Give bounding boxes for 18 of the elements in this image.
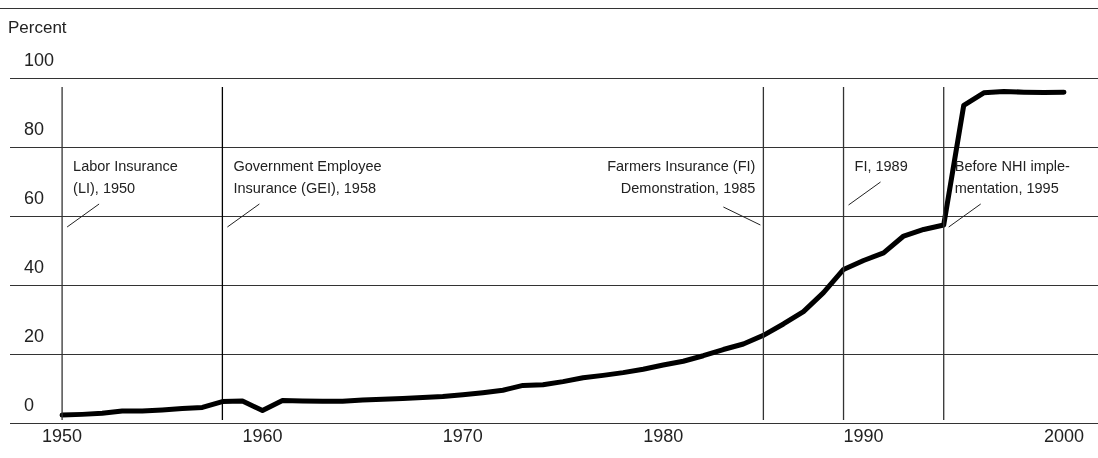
x-tick-label: 1990 [843, 425, 884, 446]
y-tick-label: 100 [24, 49, 55, 70]
ref-line-label: Before NHI imple- mentation, 1995 [954, 158, 1071, 196]
y-axis-title: Percent [8, 17, 67, 37]
y-tick-label: 0 [24, 394, 35, 415]
ref-line-label: Government Employee Insurance (GEI), 1958 [233, 158, 382, 196]
x-tick-label: 1950 [42, 425, 83, 446]
ref-line-label: FI, 1989 [854, 158, 908, 174]
y-tick-label: 60 [24, 187, 45, 208]
ref-line-label: Labor Insurance (LI), 1950 [73, 158, 178, 196]
x-tick-label: 2000 [1043, 425, 1084, 446]
x-tick-label: 1960 [242, 425, 283, 446]
x-tick-label: 1980 [643, 425, 684, 446]
y-tick-label: 40 [24, 256, 45, 277]
x-tick-label: 1970 [442, 425, 483, 446]
y-tick-label: 80 [24, 118, 45, 139]
y-tick-label: 20 [24, 325, 45, 346]
ref-line-label: Farmers Insurance (FI) Demonstration, 1985 [607, 158, 756, 196]
